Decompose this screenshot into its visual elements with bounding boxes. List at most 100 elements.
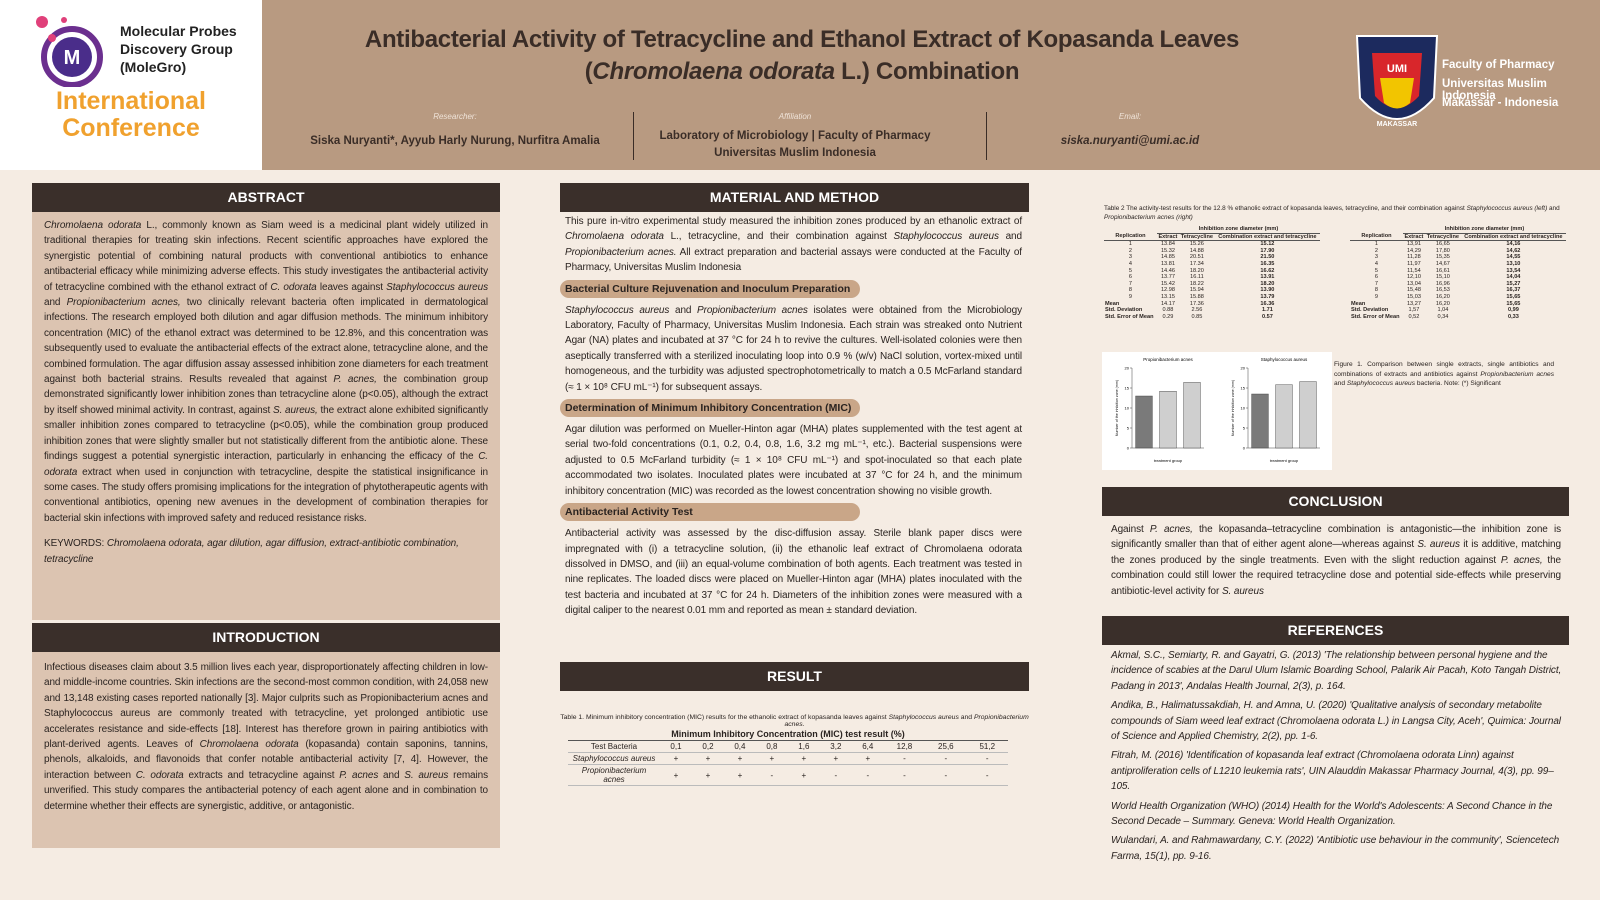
table-cell: 20.51	[1189, 254, 1204, 261]
table-row: 8 12.98 15.94 13.90	[1104, 287, 1320, 294]
divider	[633, 112, 634, 160]
table-cell: 13.15	[1160, 293, 1175, 300]
conference-line: Conference	[62, 114, 200, 142]
logo-dot	[61, 17, 67, 23]
table-cell: -	[883, 752, 926, 765]
table-cell: 12.98	[1160, 287, 1175, 294]
conference-line: International	[55, 87, 206, 115]
activity-tables: Inhibition zone diameter (mm) Replication…	[1104, 226, 1566, 320]
italic-run: P. acnes,	[333, 374, 377, 386]
table-cell: 0.29	[1162, 313, 1174, 320]
subsection-title: Bacterial Culture Rejuvenation and Inocu…	[560, 279, 860, 298]
table-row: Test Bacteria 0,1 0,2 0,4 0,8 1,6 3,2 6,4 12,8 25…	[568, 740, 1008, 753]
table-cell: 15,10	[1435, 274, 1450, 281]
text-run: and	[998, 231, 1022, 243]
panel-title: Staphylococcus aureus	[1261, 357, 1308, 362]
table-cell: +	[660, 752, 692, 765]
italic-run: P. acnes,	[1500, 554, 1543, 566]
text-run: KEYWORDS:	[44, 538, 107, 550]
table-cell: 11,54	[1407, 267, 1421, 274]
table-cell: 15.26	[1189, 241, 1204, 248]
table-cell: 16,61	[1435, 267, 1450, 274]
y-tick-label: 5	[1127, 426, 1130, 431]
table-cell: +	[787, 752, 820, 765]
text-run: the combination group demonstrated signi…	[44, 374, 488, 416]
university-line: Universitas Muslim Indonesia	[1442, 78, 1547, 102]
table-cell: 13,10	[1506, 260, 1521, 267]
text-run: L., tetracycline, and their combination …	[663, 231, 894, 243]
y-axis-label: Number of the inhibition zone (mm)	[1231, 380, 1235, 436]
table-row: 9 13.15 15.88 13.79	[1104, 294, 1320, 301]
italic-run: S. aureus	[1417, 539, 1460, 551]
table-cell: 14,04	[1506, 274, 1521, 281]
text-run: All extract preparation and bacterial as…	[565, 246, 1022, 274]
x-axis-label: treatment group	[1270, 458, 1299, 463]
table-row: 5 14.46 18.20 16.62	[1104, 268, 1320, 275]
table-caption: Table 1. Minimum inhibitory concentratio…	[560, 714, 1029, 728]
logo-line: (MoleGro)	[120, 59, 187, 75]
italic-run: Staphylococcus aureus	[565, 304, 670, 316]
table-cell: 5	[1128, 267, 1133, 274]
column-header: Tetracycline	[1424, 233, 1461, 242]
column-header: 51,2	[966, 740, 1008, 753]
title: (Chromolaena odorata L.) Combination	[262, 58, 1342, 86]
table-cell: 15.94	[1189, 287, 1204, 294]
logo-line: Discovery Group	[120, 41, 233, 57]
table-cell: 0.85	[1191, 313, 1203, 320]
table-row: 7 15.42 18.22 18.20	[1104, 281, 1320, 288]
table-cell: 16.62	[1260, 267, 1275, 274]
y-tick-label: 20	[1241, 366, 1246, 371]
table-row: 6 13.77 16.11 13.91	[1104, 274, 1320, 281]
reference: Wulandari, A. and Rahmawardany, C.Y. (20…	[1111, 835, 1560, 862]
text-run: extract when used in conjunction with te…	[44, 466, 488, 524]
table-cell: 13.84	[1160, 241, 1175, 248]
figure-box: Propionibacterium acnes 0 5 10 15 20 Number of…	[1102, 352, 1332, 470]
group-header: Inhibition zone diameter (mm)	[1156, 226, 1320, 234]
text-run: L.) Combination	[834, 58, 1020, 85]
reference: Akmal, S.C., Semiarty, R. and Gayatri, G…	[1111, 650, 1562, 692]
affiliation: Laboratory of Microbiology | Faculty of …	[634, 128, 956, 162]
group-header: Inhibition zone diameter (mm)	[1402, 226, 1566, 234]
text-run: it is additive, matching the zones produ…	[1111, 539, 1561, 566]
text-run: L., commonly known as Siam weed is a med…	[44, 220, 488, 293]
table-cell: -	[925, 764, 967, 786]
table-cell: 14.85	[1160, 254, 1175, 261]
bar	[1275, 384, 1293, 449]
table-cell: +	[787, 764, 820, 786]
table-cell: +	[660, 764, 692, 786]
section-heading: REFERENCES	[1102, 616, 1569, 645]
italic-run: Propionibacterium acnes,	[66, 297, 181, 309]
table-cell: 15,27	[1506, 280, 1521, 287]
table-cell: 7	[1374, 280, 1379, 287]
table-row: Replication Extract Tetracycline Combinatio…	[1104, 233, 1320, 242]
logo-letter: M	[64, 47, 81, 69]
table-row: 9 15,03 16,20 15,65	[1350, 294, 1566, 301]
table-cell: 8	[1128, 287, 1133, 294]
section-heading: ABSTRACT	[32, 183, 500, 212]
table-cell: +	[819, 752, 852, 765]
italic-run: P. acnes	[339, 769, 379, 781]
table-cell: Std. Deviation	[1351, 307, 1389, 314]
table-cell: 17.36	[1189, 300, 1204, 307]
italic-run: Staphylococcus aureus	[1346, 380, 1416, 387]
italic-run: Propionibacterium acnes.	[784, 714, 1029, 728]
bar	[1135, 395, 1153, 449]
table-cell: 13.77	[1160, 274, 1175, 281]
reference: Fitrah, M. (2016) 'Identification of kop…	[1111, 750, 1554, 793]
table-cell: 0,99	[1507, 307, 1519, 314]
table-cell: 9	[1374, 293, 1379, 300]
table-row: 1 13.84 15.26 15.12	[1104, 241, 1320, 248]
table-cell: 13,54	[1506, 267, 1521, 274]
text-run: extracts and tetracycline against	[183, 769, 340, 781]
table-cell: 14,29	[1406, 247, 1421, 254]
table-cell: -	[819, 764, 852, 786]
table-row: Replication Extract Tetracycline Combinatio…	[1350, 233, 1566, 242]
table-cell: 15.12	[1260, 241, 1275, 248]
table-row: Staphylococcus aureus + + + + + + + - - -	[568, 752, 1008, 765]
x-axis-label: treatment group	[1154, 458, 1183, 463]
table-cell: 15,03	[1406, 293, 1421, 300]
affiliation-line: Laboratory of Microbiology | Faculty of …	[659, 130, 931, 142]
table-cell: 16,96	[1435, 280, 1450, 287]
italic-run: Chromolaena odorata	[592, 58, 835, 85]
